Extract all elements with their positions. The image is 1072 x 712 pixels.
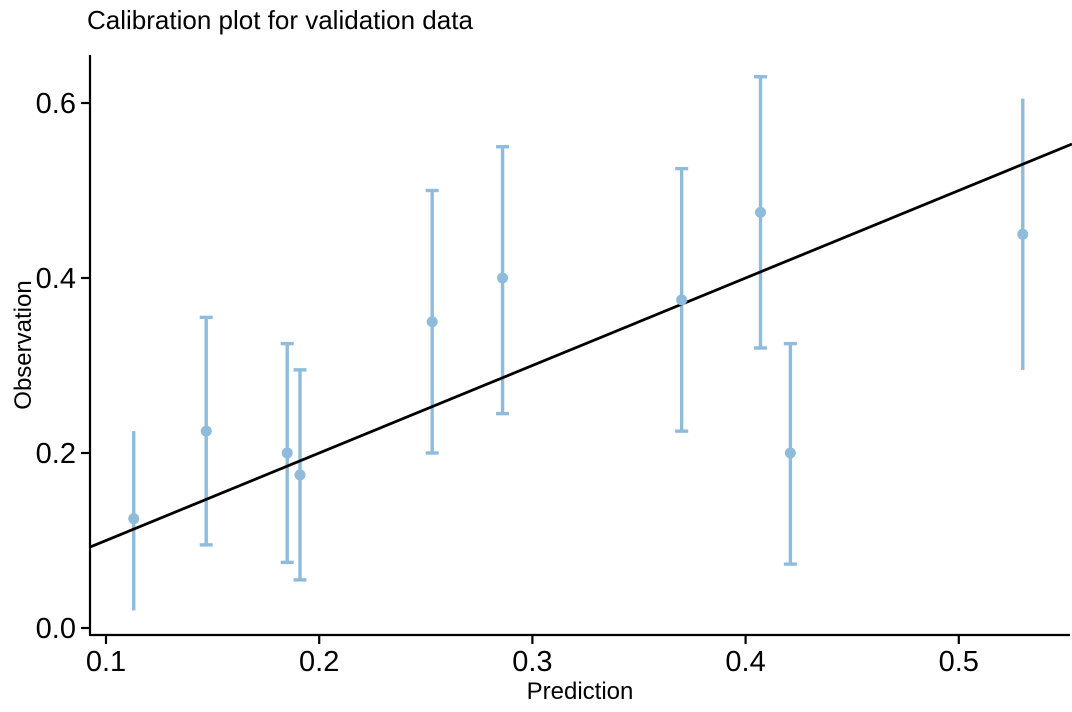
data-point	[128, 513, 140, 525]
chart-title: Calibration plot for validation data	[87, 5, 473, 35]
data-point	[755, 206, 767, 218]
y-tick-label: 0.6	[36, 88, 76, 120]
data-point	[294, 469, 306, 481]
data-point	[281, 447, 293, 459]
data-point	[676, 294, 688, 306]
data-point	[426, 316, 438, 328]
data-point	[497, 272, 509, 284]
identity-line	[89, 142, 1072, 549]
y-tick-label: 0.0	[36, 613, 76, 645]
y-tick-label: 0.2	[36, 438, 76, 470]
data-point	[1017, 228, 1029, 240]
data-point	[200, 425, 212, 437]
x-tick-label: 0.4	[725, 646, 765, 678]
x-tick-label: 0.2	[299, 646, 339, 678]
data-point	[784, 447, 796, 459]
y-tick-label: 0.4	[36, 263, 76, 295]
axis-lines	[88, 55, 1070, 637]
x-axis-label: Prediction	[526, 678, 634, 705]
x-tick-label: 0.1	[86, 646, 126, 678]
x-tick-label: 0.3	[512, 646, 552, 678]
x-tick-label: 0.5	[939, 646, 979, 678]
